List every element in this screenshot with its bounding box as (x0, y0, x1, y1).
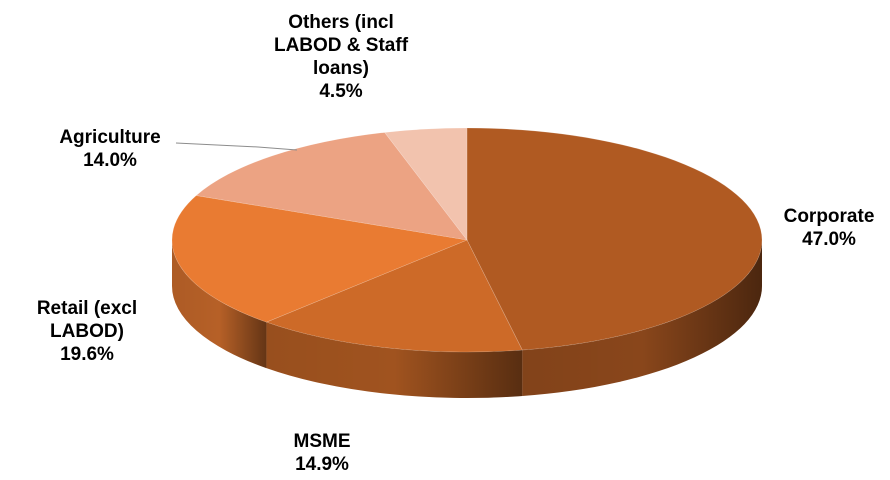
leader-lines (175, 142, 298, 151)
slice-label-1: MSME 14.9% (294, 431, 351, 475)
slice-name-line-4-1: LABOD & Staff (274, 35, 409, 56)
pie-slice-2 (171, 195, 469, 323)
pie-side-shade-1 (266, 322, 523, 398)
pie-slice-0 (466, 127, 763, 351)
slice-name-line-3-0: Agriculture (59, 127, 160, 148)
pie-slice-3 (195, 132, 468, 241)
slice-value-label-3: 14.0% (83, 150, 137, 171)
slice-value-label-1: 14.9% (295, 454, 349, 475)
slice-value-label-2: 19.6% (60, 344, 114, 365)
slice-name-line-0-0: Corporate (784, 206, 875, 227)
slice-label-3: Agriculture 14.0% (59, 127, 160, 171)
slice-value-label-4: 4.5% (319, 81, 362, 102)
slice-name-line-2-0: Retail (excl (37, 298, 137, 319)
pie-slice-4 (384, 127, 468, 241)
slice-name-line-1-0: MSME (294, 431, 351, 452)
pie-sides (172, 240, 762, 398)
leader-line-agriculture (175, 142, 298, 151)
slice-labels: Corporate 47.0%MSME 14.9%Retail (excl LABOD… (37, 12, 875, 475)
slice-value-label-0: 47.0% (802, 229, 856, 250)
slice-label-0: Corporate 47.0% (784, 206, 875, 250)
pie-side-shade-2 (172, 240, 267, 369)
pie-slices (171, 127, 763, 353)
pie-slice-1 (265, 239, 523, 353)
slice-name-line-4-2: loans) (313, 58, 369, 79)
slice-label-4: Others (incl LABOD & Staff loans) 4.5% (274, 12, 409, 102)
pie-side-shade-0 (522, 240, 762, 397)
slice-label-2: Retail (excl LABOD) 19.6% (37, 298, 137, 365)
slice-name-line-2-1: LABOD) (50, 321, 124, 342)
slice-name-line-4-0: Others (incl (288, 12, 394, 33)
